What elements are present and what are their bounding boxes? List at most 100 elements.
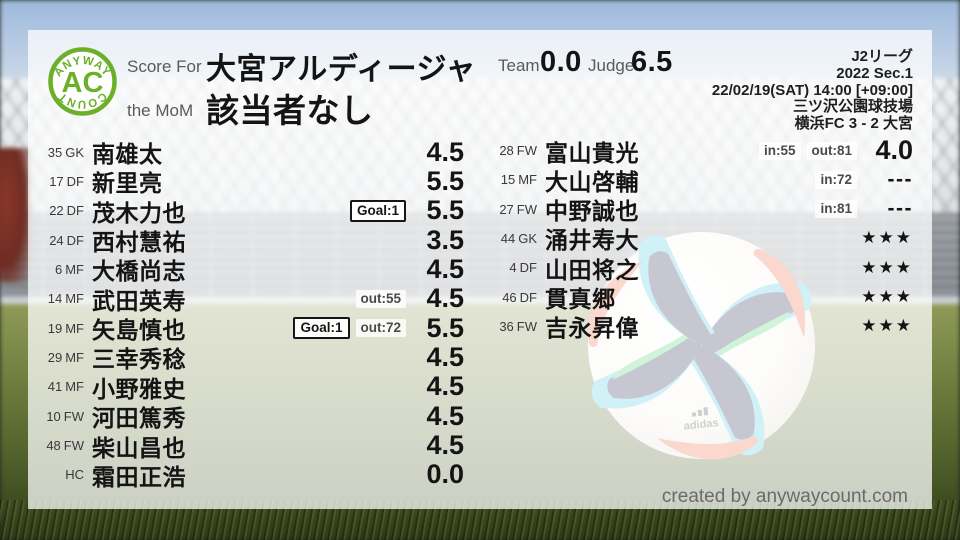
player-position: FW (516, 201, 537, 217)
player-name: 中野誠也 (545, 198, 639, 225)
player-position: FW (516, 143, 537, 158)
venue: 三ツ沢公園球技場 (792, 98, 913, 116)
team-name: 大宮アルディージャ (206, 53, 476, 86)
player-number-position: 48 FW (30, 438, 84, 453)
player-name: 河田篤秀 (92, 405, 186, 432)
player-rating: 3.5 (426, 224, 464, 255)
player-rating: 4.5 (426, 371, 464, 402)
sub-out-badge: out:55 (355, 289, 406, 308)
player-number-position: 35 GK (30, 145, 84, 160)
player-position: GK (518, 230, 537, 246)
player-name: 西村慧祐 (92, 229, 186, 256)
player-rating: 4.0 (875, 135, 913, 165)
player-position: MF (65, 379, 84, 395)
player-number: 17 (49, 173, 64, 189)
player-number-position: HC (30, 467, 84, 482)
credit-text: created by anywaycount.com (661, 486, 908, 507)
player-name: 大山啓輔 (545, 168, 639, 195)
player-rating: --- (887, 167, 913, 191)
player-row: 41 MF 小野雅史 4.5 (30, 371, 464, 402)
player-number-position: 22 DF (30, 203, 84, 218)
player-name: 山田将之 (545, 256, 639, 283)
player-name: 吉永昇偉 (545, 315, 639, 342)
player-number-position: 24 DF (30, 233, 84, 248)
goal-badge: Goal:1 (293, 317, 350, 340)
match-info: J2リーグ 2022 Sec.1 22/02/19(SAT) 14:00 [+0… (493, 48, 913, 133)
player-name: 新里亮 (92, 170, 163, 197)
score-panel (28, 30, 932, 509)
player-number-position: 19 MF (30, 321, 84, 336)
player-number-position: 28 FW (488, 143, 537, 158)
player-rating: --- (887, 197, 913, 221)
player-number-position: 17 DF (30, 174, 84, 189)
goal-badge: Goal:1 (349, 199, 406, 222)
player-name: 富山貴光 (545, 139, 639, 166)
player-position: FW (516, 318, 537, 334)
sub-in-badge: in:72 (815, 170, 857, 189)
player-number-position: 15 MF (488, 172, 537, 187)
player-position: FW (63, 408, 84, 424)
player-position: MF (65, 320, 84, 336)
league: J2リーグ (851, 48, 913, 65)
player-number: 29 (47, 349, 63, 365)
player-position: DF (66, 232, 84, 248)
player-row: 24 DF 西村慧祐 3.5 (30, 224, 464, 256)
player-row: 35 GK 南雄太 4.5 (30, 137, 464, 168)
player-row: 48 FW 柴山昌也 4.5 (30, 430, 464, 461)
player-number: 19 (47, 320, 63, 336)
player-rating: 0.0 (426, 459, 464, 490)
team-score-label: Team (498, 56, 540, 75)
unused-stars: ★★★ (861, 316, 913, 336)
player-position: MF (65, 261, 84, 277)
player-row: 27 FW 中野誠也 in:81 --- (488, 195, 913, 224)
player-number-position: 14 MF (30, 291, 84, 306)
player-number: 10 (46, 408, 61, 424)
judge-score-value: 6.5 (631, 46, 673, 78)
player-number-position: 44 GK (488, 231, 537, 246)
player-row: 22 DF 茂木力也 Goal:1 5.5 (30, 195, 464, 226)
player-row: 28 FW 富山貴光 in:55 out:81 4.0 (488, 135, 913, 166)
player-name: 小野雅史 (92, 375, 186, 402)
player-name: 貫真郷 (545, 286, 616, 312)
player-name: 武田英寿 (92, 287, 186, 314)
sub-out-badge: out:72 (355, 319, 406, 338)
player-position: FW (63, 438, 84, 453)
player-number: 6 (54, 261, 63, 277)
player-number: 44 (500, 230, 516, 246)
player-number-position: 46 DF (488, 290, 537, 305)
season: 2022 Sec.1 (836, 64, 913, 82)
player-row: 29 MF 三幸秀稔 4.5 (30, 342, 464, 373)
unused-stars: ★★★ (861, 257, 913, 277)
player-rating: 5.5 (426, 312, 464, 343)
match-result: 横浜FC 3 - 2 大宮 (794, 115, 913, 133)
sub-out-badge: out:81 (806, 141, 857, 160)
player-row: 44 GK 涌井寿大 ★★★ (488, 224, 913, 253)
player-row: 46 DF 貫真郷 ★★★ (488, 283, 913, 312)
player-number: 24 (49, 232, 64, 248)
anywaycount-logo: ANYWAY COUNT AC (48, 47, 117, 116)
player-number-position: 36 FW (488, 319, 537, 334)
judge-score-label: Judge (588, 56, 635, 75)
mom-label: the MoM (127, 101, 194, 120)
player-name: 茂木力也 (92, 199, 186, 226)
player-number-position: 41 MF (30, 379, 84, 394)
player-position: DF (66, 203, 84, 219)
mom-value: 該当者なし (206, 92, 374, 129)
event-badges: Goal:1 out:72 (293, 317, 406, 340)
player-position: MF (518, 172, 537, 188)
event-badges: out:55 (355, 289, 406, 308)
player-number: 46 (502, 289, 517, 305)
player-number: 41 (47, 379, 63, 395)
kickoff-datetime: 22/02/19(SAT) 14:00 [+09:00] (711, 81, 913, 99)
player-number-position: 4 DF (488, 260, 537, 275)
player-name: 矢島慎也 (92, 317, 186, 344)
player-number: 4 (509, 260, 517, 276)
player-rating: 4.5 (426, 253, 464, 284)
unused-stars: ★★★ (861, 287, 913, 306)
player-number: 15 (500, 172, 516, 188)
player-row: 15 MF 大山啓輔 in:72 --- (488, 165, 913, 195)
player-number: 14 (47, 291, 63, 307)
player-number-position: 29 MF (30, 350, 84, 365)
player-position: MF (65, 291, 84, 307)
player-number: 36 (499, 318, 514, 334)
